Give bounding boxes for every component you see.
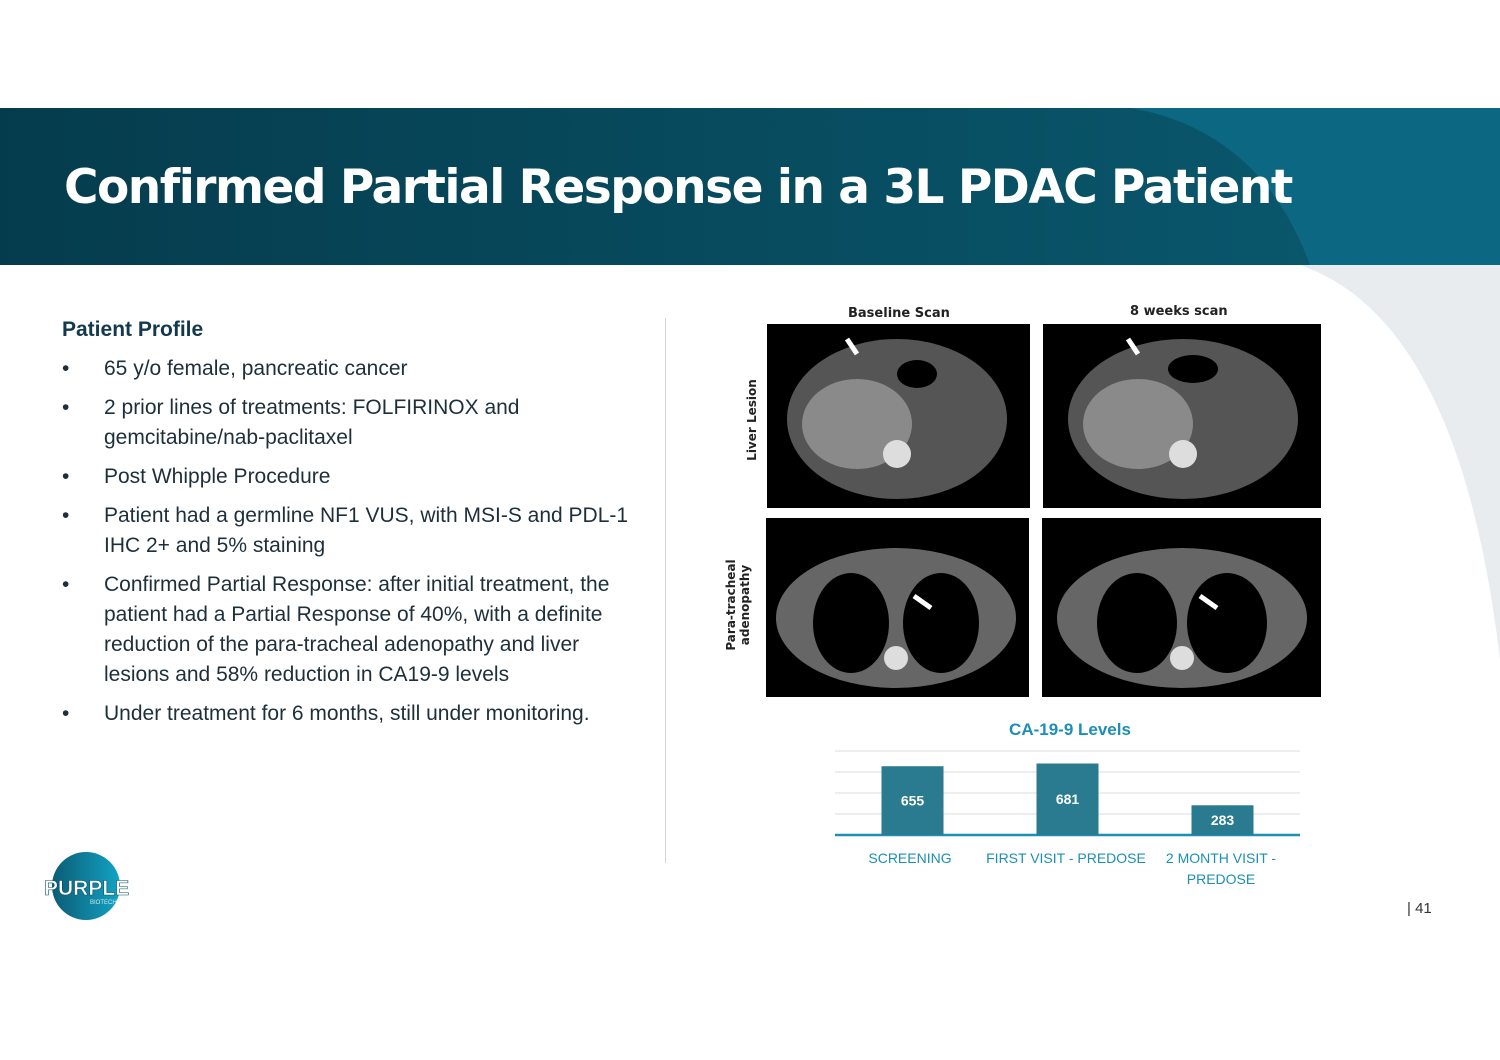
profile-item: • Confirmed Partial Response: after initi…	[62, 570, 642, 690]
purple-biotech-logo: PURPLE BIOTECH	[42, 850, 132, 924]
ca199-bar-chart: 655 681 283	[835, 750, 1300, 837]
bullet: •	[62, 702, 70, 725]
bullet: •	[62, 357, 70, 380]
row-label-liver: Liver Lesion	[745, 379, 759, 461]
category-label: 2 MONTH VISIT - PREDOSE	[1165, 850, 1277, 887]
baseline-label: Baseline Scan	[848, 306, 950, 321]
profile-item: • Under treatment for 6 months, still und…	[62, 699, 642, 729]
profile-item: • 2 prior lines of treatments: FOLFIRINOX…	[62, 393, 642, 453]
bullet: •	[62, 573, 70, 596]
profile-item: • Post Whipple Procedure	[62, 462, 642, 492]
svg-text:PURPLE: PURPLE	[44, 877, 129, 900]
profile-list: • 65 y/o female, pancreatic cancer • 2 prio…	[62, 354, 642, 729]
row-label-paratracheal: Para-tracheal adenopathy	[724, 559, 752, 651]
bullet: •	[62, 504, 70, 527]
data-label: 655	[901, 793, 925, 809]
profile-item-text: 65 y/o female, pancreatic cancer	[104, 357, 408, 380]
profile-item-text: Confirmed Partial Response: after initia…	[104, 573, 610, 686]
category-label: FIRST VISIT - PREDOSE	[986, 850, 1146, 866]
header-accent	[1130, 108, 1500, 265]
page-number: | 41	[1407, 900, 1432, 917]
chart-title: CA-19-9 Levels	[1009, 720, 1131, 739]
profile-item: • 65 y/o female, pancreatic cancer	[62, 354, 642, 384]
profile-item: • Patient had a germline NF1 VUS, with MS…	[62, 501, 642, 561]
8weeks-label: 8 weeks scan	[1130, 304, 1228, 319]
profile-item-text: 2 prior lines of treatments: FOLFIRINOX …	[104, 396, 520, 449]
bar	[1191, 805, 1254, 835]
ct-scan-liver-8weeks	[1043, 324, 1321, 508]
divider	[665, 318, 666, 863]
profile-item-text: Under treatment for 6 months, still unde…	[104, 702, 590, 725]
ct-scan-chest-baseline	[766, 518, 1029, 697]
profile-heading: Patient Profile	[62, 318, 204, 341]
profile-item-text: Patient had a germline NF1 VUS, with MSI…	[104, 504, 629, 557]
category-label: SCREENING	[868, 850, 952, 866]
slide-title: Confirmed Partial Response in a 3L PDAC …	[64, 160, 1293, 215]
decorative-curve	[1300, 265, 1500, 660]
ct-scan-liver-baseline	[767, 324, 1030, 508]
data-label: 681	[1056, 791, 1080, 807]
ct-scan-chest-8weeks	[1042, 518, 1321, 697]
profile-item-text: Post Whipple Procedure	[104, 465, 331, 488]
svg-text:BIOTECH: BIOTECH	[90, 900, 117, 906]
bar	[881, 766, 944, 835]
bar	[1036, 763, 1099, 835]
data-label: 283	[1211, 812, 1235, 828]
patient-profile: Patient Profile • 65 y/o female, pancreat…	[62, 318, 642, 738]
bullet: •	[62, 396, 70, 419]
bullet: •	[62, 465, 70, 488]
